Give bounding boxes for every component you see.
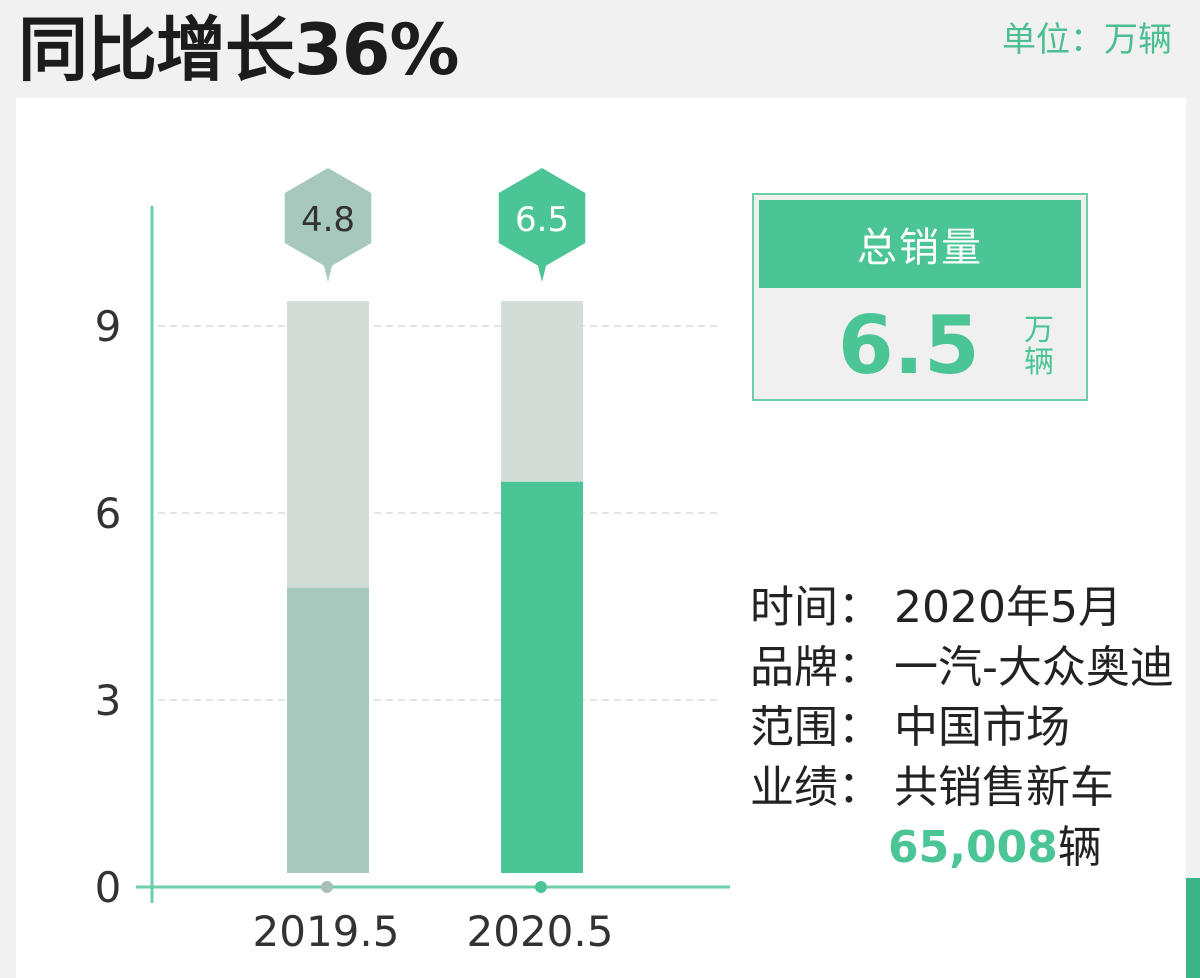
sales-number: 65,008: [888, 822, 1058, 873]
info-panel: 时间： 2020年5月 品牌： 一汽-大众奥迪 范围： 中国市场 业绩： 共销售新车 6…: [750, 578, 1174, 878]
sales-unit: 辆: [1057, 822, 1102, 873]
bar: [287, 587, 369, 873]
y-tick-label: 3: [95, 676, 122, 725]
bar: [501, 481, 583, 873]
x-axis-dot: [535, 881, 547, 893]
value-badge-pointer: [318, 242, 338, 282]
info-row-time: 时间： 2020年5月: [750, 578, 1174, 638]
value-badge-pointer: [532, 242, 552, 282]
y-tick-label: 0: [95, 863, 122, 912]
info-row-performance: 业绩： 共销售新车: [750, 758, 1174, 818]
y-tick-label: 6: [95, 489, 122, 538]
value-badge: [498, 168, 586, 268]
x-tick-label: 2019.5: [253, 907, 400, 956]
value-badge: [284, 168, 372, 268]
info-label: 范围：: [750, 702, 882, 753]
info-value: 2020年5月: [894, 582, 1122, 633]
info-label: 业绩：: [750, 762, 882, 813]
info-row-sales-number: 65,008辆: [750, 818, 1174, 878]
unit-label: 单位：万辆: [1002, 20, 1172, 60]
corner-accent: [1186, 878, 1200, 978]
headline: 同比增长36%: [18, 9, 460, 91]
data-label: 4.8: [301, 200, 355, 240]
info-row-brand: 品牌： 一汽-大众奥迪: [750, 638, 1174, 698]
y-tick-label: 9: [95, 302, 122, 351]
total-sales-title: 总销量: [759, 200, 1081, 288]
total-sales-value: 6.5: [838, 299, 980, 392]
data-label: 6.5: [515, 200, 569, 240]
info-value: 中国市场: [894, 702, 1070, 753]
x-tick-label: 2020.5: [467, 907, 614, 956]
info-value: 共销售新车: [894, 762, 1114, 813]
total-sales-box: 总销量 6.5 万 辆: [752, 193, 1088, 401]
info-row-market: 范围： 中国市场: [750, 698, 1174, 758]
info-label: 时间：: [750, 582, 882, 633]
info-value: 一汽-大众奥迪: [894, 642, 1174, 693]
total-sales-unit: 万 辆: [1024, 313, 1054, 380]
x-axis-dot: [321, 881, 333, 893]
info-label: 品牌：: [750, 642, 882, 693]
